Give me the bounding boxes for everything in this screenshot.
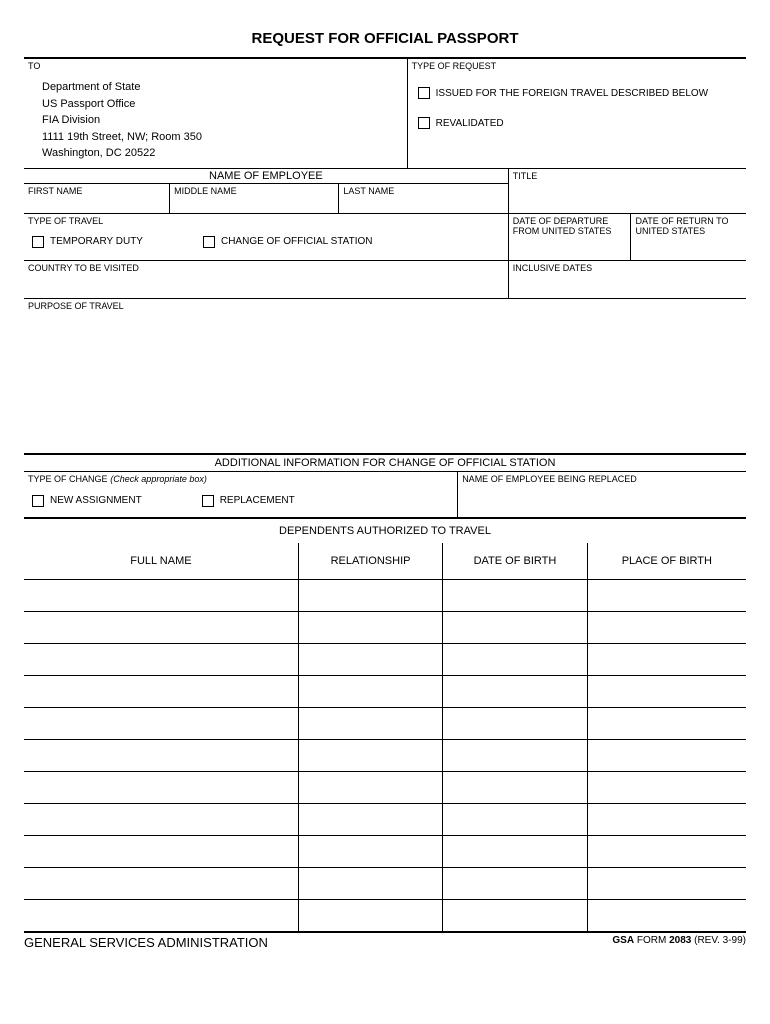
return-field[interactable]: DATE OF RETURN TO UNITED STATES bbox=[630, 213, 746, 260]
table-cell[interactable] bbox=[298, 707, 442, 739]
table-cell[interactable] bbox=[443, 899, 587, 931]
checkbox-icon bbox=[418, 117, 430, 129]
table-cell[interactable] bbox=[587, 739, 746, 771]
table-row[interactable] bbox=[24, 579, 746, 611]
table-cell[interactable] bbox=[298, 675, 442, 707]
first-name-field[interactable]: FIRST NAME bbox=[24, 183, 169, 213]
table-cell[interactable] bbox=[587, 707, 746, 739]
table-cell[interactable] bbox=[443, 803, 587, 835]
col-dob: DATE OF BIRTH bbox=[443, 543, 587, 580]
table-row[interactable] bbox=[24, 899, 746, 931]
table-cell[interactable] bbox=[24, 579, 298, 611]
table-cell[interactable] bbox=[298, 835, 442, 867]
departure-field[interactable]: DATE OF DEPARTURE FROM UNITED STATES bbox=[508, 213, 631, 260]
issued-option[interactable]: ISSUED FOR THE FOREIGN TRAVEL DESCRIBED … bbox=[418, 83, 736, 103]
table-cell[interactable] bbox=[587, 835, 746, 867]
table-row[interactable] bbox=[24, 739, 746, 771]
footer-agency: GENERAL SERVICES ADMINISTRATION bbox=[24, 935, 268, 950]
title-field[interactable]: TITLE bbox=[508, 168, 746, 213]
checkbox-icon bbox=[418, 87, 430, 99]
table-row[interactable] bbox=[24, 867, 746, 899]
type-travel-label: TYPE OF TRAVEL bbox=[28, 216, 504, 226]
table-cell[interactable] bbox=[587, 611, 746, 643]
table-cell[interactable] bbox=[298, 579, 442, 611]
name-row: NAME OF EMPLOYEE FIRST NAME MIDDLE NAME … bbox=[24, 168, 746, 213]
country-row: COUNTRY TO BE VISITED INCLUSIVE DATES bbox=[24, 260, 746, 298]
checkbox-icon bbox=[32, 236, 44, 248]
change-row: TYPE OF CHANGE (Check appropriate box) N… bbox=[24, 471, 746, 519]
type-request-label: TYPE OF REQUEST bbox=[408, 59, 746, 73]
table-cell[interactable] bbox=[24, 803, 298, 835]
table-cell[interactable] bbox=[443, 579, 587, 611]
table-cell[interactable] bbox=[298, 611, 442, 643]
col-pob: PLACE OF BIRTH bbox=[587, 543, 746, 580]
table-cell[interactable] bbox=[443, 835, 587, 867]
table-cell[interactable] bbox=[443, 611, 587, 643]
revalidated-option[interactable]: REVALIDATED bbox=[418, 113, 736, 133]
table-cell[interactable] bbox=[24, 899, 298, 931]
footer-form-id: GSA FORM 2083 (REV. 3-99) bbox=[612, 935, 746, 950]
table-cell[interactable] bbox=[24, 867, 298, 899]
last-name-field[interactable]: LAST NAME bbox=[338, 183, 507, 213]
inclusive-dates-field[interactable]: INCLUSIVE DATES bbox=[508, 260, 746, 298]
table-row[interactable] bbox=[24, 643, 746, 675]
form-footer: GENERAL SERVICES ADMINISTRATION GSA FORM… bbox=[24, 931, 746, 950]
table-cell[interactable] bbox=[443, 675, 587, 707]
table-cell[interactable] bbox=[24, 675, 298, 707]
table-row[interactable] bbox=[24, 707, 746, 739]
type-change-label: TYPE OF CHANGE bbox=[28, 474, 108, 484]
form-title: REQUEST FOR OFFICIAL PASSPORT bbox=[24, 30, 746, 47]
purpose-field[interactable]: PURPOSE OF TRAVEL bbox=[24, 298, 746, 313]
table-cell[interactable] bbox=[443, 707, 587, 739]
name-header: NAME OF EMPLOYEE bbox=[24, 168, 508, 183]
table-cell[interactable] bbox=[443, 739, 587, 771]
table-cell[interactable] bbox=[298, 867, 442, 899]
table-cell[interactable] bbox=[443, 771, 587, 803]
table-cell[interactable] bbox=[587, 579, 746, 611]
checkbox-icon bbox=[32, 495, 44, 507]
col-fullname: FULL NAME bbox=[24, 543, 298, 580]
replacement-option[interactable]: REPLACEMENT bbox=[202, 491, 295, 511]
middle-name-field[interactable]: MIDDLE NAME bbox=[169, 183, 338, 213]
table-cell[interactable] bbox=[443, 867, 587, 899]
table-row[interactable] bbox=[24, 803, 746, 835]
checkbox-icon bbox=[203, 236, 215, 248]
checkbox-icon bbox=[202, 495, 214, 507]
table-cell[interactable] bbox=[587, 899, 746, 931]
to-address: Department of State US Passport Office F… bbox=[24, 73, 407, 168]
new-assignment-option[interactable]: NEW ASSIGNMENT bbox=[32, 491, 142, 511]
table-cell[interactable] bbox=[298, 803, 442, 835]
table-cell[interactable] bbox=[587, 675, 746, 707]
dependents-table: FULL NAME RELATIONSHIP DATE OF BIRTH PLA… bbox=[24, 543, 746, 932]
table-cell[interactable] bbox=[24, 739, 298, 771]
dependents-header: DEPENDENTS AUTHORIZED TO TRAVEL bbox=[24, 519, 746, 543]
table-cell[interactable] bbox=[587, 867, 746, 899]
table-cell[interactable] bbox=[443, 643, 587, 675]
table-cell[interactable] bbox=[298, 899, 442, 931]
to-label: TO bbox=[24, 59, 407, 73]
table-cell[interactable] bbox=[24, 771, 298, 803]
additional-header: ADDITIONAL INFORMATION FOR CHANGE OF OFF… bbox=[24, 455, 746, 471]
table-cell[interactable] bbox=[587, 771, 746, 803]
table-cell[interactable] bbox=[24, 835, 298, 867]
table-cell[interactable] bbox=[298, 643, 442, 675]
header-row: TO Department of State US Passport Offic… bbox=[24, 59, 746, 168]
table-cell[interactable] bbox=[24, 611, 298, 643]
change-station-option[interactable]: CHANGE OF OFFICIAL STATION bbox=[203, 232, 373, 252]
col-relationship: RELATIONSHIP bbox=[298, 543, 442, 580]
temporary-duty-option[interactable]: TEMPORARY DUTY bbox=[32, 232, 143, 252]
table-row[interactable] bbox=[24, 771, 746, 803]
replaced-field[interactable]: NAME OF EMPLOYEE BEING REPLACED bbox=[457, 471, 746, 517]
table-cell[interactable] bbox=[298, 771, 442, 803]
table-row[interactable] bbox=[24, 611, 746, 643]
table-cell[interactable] bbox=[24, 643, 298, 675]
table-cell[interactable] bbox=[587, 803, 746, 835]
country-field[interactable]: COUNTRY TO BE VISITED bbox=[24, 260, 508, 298]
travel-row: TYPE OF TRAVEL TEMPORARY DUTY CHANGE OF … bbox=[24, 213, 746, 260]
table-cell[interactable] bbox=[24, 707, 298, 739]
table-cell[interactable] bbox=[587, 643, 746, 675]
table-cell[interactable] bbox=[298, 739, 442, 771]
table-row[interactable] bbox=[24, 675, 746, 707]
table-row[interactable] bbox=[24, 835, 746, 867]
